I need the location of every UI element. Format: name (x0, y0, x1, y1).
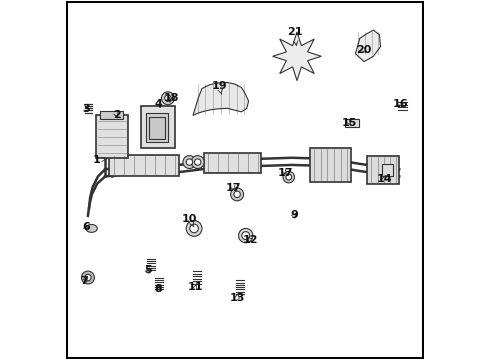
Circle shape (183, 156, 196, 168)
Bar (382, 164, 393, 176)
Text: 5: 5 (145, 265, 152, 275)
Text: 10: 10 (182, 214, 197, 227)
Text: 17: 17 (277, 168, 293, 178)
Circle shape (165, 95, 171, 102)
Polygon shape (272, 32, 321, 81)
Bar (141, 107, 175, 148)
Bar (109, 155, 179, 176)
Text: 1: 1 (92, 155, 106, 165)
Text: 8: 8 (154, 284, 162, 294)
Text: 21: 21 (287, 27, 302, 45)
Text: 3: 3 (83, 104, 90, 114)
Text: 4: 4 (154, 99, 162, 109)
Text: 2: 2 (113, 111, 121, 121)
Text: 17: 17 (226, 183, 241, 193)
Circle shape (190, 224, 198, 233)
Circle shape (191, 156, 204, 168)
Circle shape (283, 171, 294, 183)
Circle shape (239, 228, 253, 243)
Bar (204, 153, 261, 173)
Circle shape (161, 92, 174, 105)
Polygon shape (96, 116, 128, 158)
Circle shape (286, 174, 292, 180)
Text: 16: 16 (393, 99, 409, 109)
Text: 11: 11 (188, 282, 203, 292)
Text: 6: 6 (82, 222, 91, 232)
Text: 9: 9 (291, 210, 298, 220)
Circle shape (242, 231, 250, 239)
Polygon shape (193, 82, 248, 116)
Text: 19: 19 (211, 81, 227, 94)
Circle shape (81, 271, 95, 284)
Circle shape (234, 191, 240, 198)
Text: 20: 20 (356, 45, 372, 55)
Circle shape (195, 159, 201, 165)
Bar (345, 119, 359, 127)
Ellipse shape (86, 225, 97, 232)
Text: 18: 18 (164, 93, 179, 103)
Bar (149, 117, 166, 139)
Text: 13: 13 (229, 293, 245, 303)
Text: 14: 14 (376, 174, 392, 184)
Circle shape (85, 274, 91, 281)
Circle shape (186, 159, 193, 165)
Text: 15: 15 (342, 118, 357, 128)
Bar (100, 111, 123, 119)
Bar (147, 113, 168, 142)
Bar (367, 156, 399, 184)
Polygon shape (355, 30, 381, 62)
Circle shape (186, 221, 202, 236)
Circle shape (231, 188, 244, 201)
Bar (310, 148, 351, 182)
Text: 12: 12 (243, 235, 258, 245)
Text: 7: 7 (80, 276, 88, 286)
